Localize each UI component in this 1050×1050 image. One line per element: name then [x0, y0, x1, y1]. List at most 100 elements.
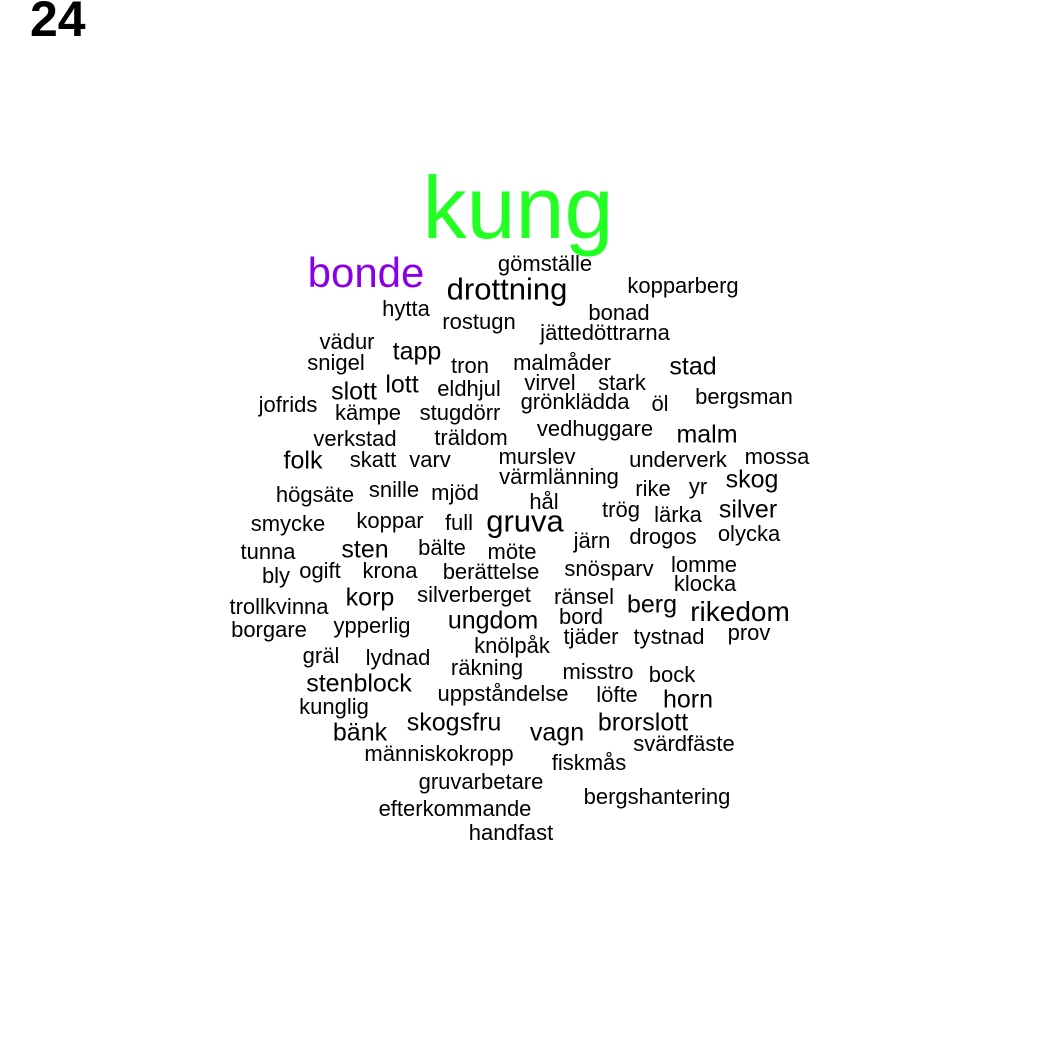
- word-stenblock: stenblock: [306, 669, 412, 698]
- word-snosparv: snösparv: [564, 556, 654, 581]
- word-misstro: misstro: [562, 659, 634, 684]
- word-eldhjul: eldhjul: [437, 376, 501, 401]
- word-kung: kung: [422, 158, 614, 257]
- word-sten: sten: [341, 535, 389, 564]
- word-drogos: drogos: [629, 524, 697, 549]
- word-silver: silver: [718, 495, 778, 524]
- word-jattedottrarna: jättedöttrarna: [540, 320, 670, 345]
- word-krona: krona: [362, 558, 418, 583]
- word-slott: slott: [331, 377, 377, 406]
- word-bord: bord: [558, 604, 604, 629]
- word-traldom: träldom: [434, 425, 508, 450]
- word-brorslott: brorslott: [597, 708, 689, 737]
- word-svardfaste: svärdfäste: [633, 731, 735, 756]
- word-smycke: smycke: [250, 511, 326, 536]
- word-rikedom: rikedom: [690, 596, 790, 627]
- word-jarn: järn: [573, 528, 611, 553]
- word-fiskmas: fiskmås: [551, 750, 627, 775]
- word-silverberget: silverberget: [417, 582, 531, 607]
- word-hogsate: högsäte: [275, 482, 355, 507]
- word-yr: yr: [688, 474, 708, 499]
- word-gomstalle: gömställe: [497, 251, 593, 276]
- word-skatt: skatt: [349, 447, 397, 472]
- word-trog: trög: [602, 497, 640, 522]
- word-ungdom: ungdom: [447, 606, 539, 635]
- word-horn: horn: [662, 685, 714, 714]
- word-snille: snille: [368, 477, 420, 502]
- word-efterkommande: efterkommande: [378, 796, 532, 821]
- word-gruvarbetare: gruvarbetare: [418, 769, 544, 794]
- page-number: 24: [30, 0, 86, 47]
- word-vadur: vädur: [319, 329, 375, 354]
- word-malm: malm: [676, 420, 738, 449]
- word-uppstandelse: uppståndelse: [437, 681, 569, 706]
- word-lydnad: lydnad: [365, 645, 431, 670]
- word-klocka: klocka: [673, 571, 737, 596]
- word-bly: bly: [261, 563, 291, 588]
- word-varv: varv: [409, 447, 451, 472]
- word-underverk: underverk: [629, 447, 727, 472]
- word-stugdorr: stugdörr: [419, 400, 501, 425]
- word-skog: skog: [725, 465, 779, 494]
- word-murslev: murslev: [498, 444, 576, 469]
- word-virvel: virvel: [524, 370, 576, 395]
- word-rostugn: rostugn: [442, 309, 516, 334]
- word-tjader: tjäder: [563, 624, 619, 649]
- word-stark: stark: [598, 370, 646, 395]
- word-verkstad: verkstad: [313, 426, 397, 451]
- word-manniskokropp: människokropp: [364, 741, 514, 766]
- word-handfast: handfast: [468, 820, 554, 845]
- word-folk: folk: [283, 446, 323, 475]
- word-bank: bänk: [332, 718, 388, 747]
- word-olycka: olycka: [717, 521, 781, 546]
- word-bergshantering: bergshantering: [583, 784, 731, 809]
- word-trollkvinna: trollkvinna: [229, 594, 329, 619]
- word-rike: rike: [635, 476, 671, 501]
- word-gruva: gruva: [486, 503, 564, 539]
- word-ypperlig: ypperlig: [333, 613, 411, 638]
- word-tunna: tunna: [240, 539, 296, 564]
- word-berattelse: berättelse: [442, 559, 540, 584]
- word-ogift: ogift: [299, 558, 341, 583]
- word-skogsfru: skogsfru: [406, 708, 502, 737]
- word-bonad: bonad: [588, 300, 650, 325]
- word-bergsman: bergsman: [695, 384, 793, 409]
- word-lofte: löfte: [596, 682, 638, 707]
- word-bonde: bonde: [307, 249, 425, 296]
- word-prov: prov: [727, 620, 771, 645]
- word-hal: hål: [529, 489, 559, 514]
- word-knolpak: knölpåk: [474, 633, 550, 658]
- word-gral: gräl: [302, 643, 340, 668]
- word-snigel: snigel: [307, 350, 365, 375]
- word-bock: bock: [648, 662, 696, 687]
- word-ol: öl: [651, 391, 669, 416]
- word-mossa: mossa: [744, 444, 810, 469]
- word-koppar: koppar: [356, 508, 424, 533]
- word-stad: stad: [669, 352, 717, 381]
- word-korp: korp: [345, 583, 395, 612]
- word-berg: berg: [626, 590, 678, 619]
- word-drottning: drottning: [446, 271, 568, 307]
- word-vedhuggare: vedhuggare: [536, 416, 654, 441]
- word-kampe: kämpe: [334, 400, 402, 425]
- word-mote: möte: [487, 539, 537, 564]
- word-kopparberg: kopparberg: [627, 273, 739, 298]
- word-borgare: borgare: [231, 617, 307, 642]
- word-tron: tron: [451, 353, 489, 378]
- word-lott: lott: [385, 370, 419, 399]
- word-tapp: tapp: [392, 337, 442, 366]
- word-varmlanning: värmlänning: [499, 464, 619, 489]
- word-balte: bälte: [418, 535, 466, 560]
- word-ransel: ränsel: [554, 584, 614, 609]
- word-lomme: lomme: [670, 552, 738, 577]
- word-jofrids: jofrids: [258, 392, 318, 417]
- word-malmader: malmåder: [513, 350, 611, 375]
- word-vagn: vagn: [529, 718, 585, 747]
- word-hytta: hytta: [382, 296, 430, 321]
- word-full: full: [444, 510, 474, 535]
- word-gronkladda: grönklädda: [520, 389, 630, 414]
- word-larka: lärka: [654, 502, 702, 527]
- word-rakning: räkning: [450, 655, 524, 680]
- word-mjod: mjöd: [431, 480, 479, 505]
